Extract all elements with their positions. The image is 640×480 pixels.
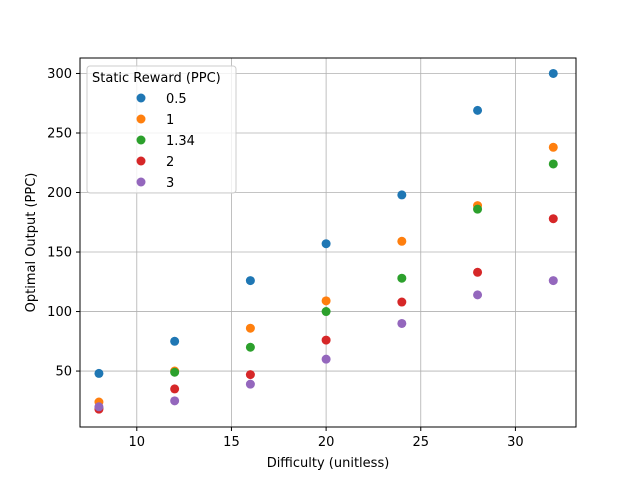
data-point	[548, 68, 558, 78]
data-point	[170, 336, 180, 346]
axis-ticks: 10 15 20 25 30 50 100 150 200 250 300	[47, 67, 524, 450]
data-point	[397, 297, 407, 307]
data-point	[548, 142, 558, 152]
legend: Static Reward (PPC) 0.5 1 1.34 2 3	[86, 65, 237, 194]
data-point	[245, 379, 255, 389]
legend-marker	[136, 156, 146, 166]
data-point	[170, 384, 180, 394]
legend-entry-label: 1.34	[166, 134, 195, 149]
data-point	[548, 159, 558, 169]
y-tick-label: 100	[47, 305, 72, 320]
data-point	[473, 105, 483, 115]
y-tick-label: 150	[47, 246, 72, 261]
data-point	[397, 273, 407, 283]
legend-marker	[136, 135, 146, 145]
data-point	[245, 323, 255, 333]
data-point	[321, 335, 331, 345]
x-axis-label: Difficulty (unitless)	[267, 456, 390, 471]
data-point	[245, 276, 255, 286]
legend-box	[86, 65, 237, 194]
legend-entry-label: 1	[166, 113, 174, 128]
data-point	[245, 342, 255, 352]
legend-entry-label: 3	[166, 176, 174, 191]
y-tick-label: 250	[47, 126, 72, 141]
data-point	[548, 214, 558, 224]
data-point	[397, 236, 407, 246]
y-axis-label: Optimal Output (PPC)	[24, 173, 39, 313]
data-point	[94, 368, 104, 378]
data-point	[397, 190, 407, 200]
data-point	[473, 204, 483, 214]
data-point	[321, 307, 331, 317]
data-point	[170, 367, 180, 377]
y-tick-label: 50	[55, 365, 72, 380]
x-tick-label: 10	[129, 435, 146, 450]
data-points	[94, 68, 558, 414]
data-point	[170, 396, 180, 406]
data-point	[321, 239, 331, 249]
data-point	[473, 290, 483, 300]
legend-entry-label: 2	[166, 155, 174, 170]
legend-entry-label: 0.5	[166, 92, 187, 107]
data-point	[321, 354, 331, 364]
x-tick-label: 30	[507, 435, 524, 450]
y-tick-label: 300	[47, 67, 72, 82]
x-tick-label: 20	[318, 435, 335, 450]
x-tick-label: 25	[412, 435, 429, 450]
data-point	[397, 318, 407, 328]
legend-title: Static Reward (PPC)	[92, 71, 221, 86]
data-point	[94, 402, 104, 412]
data-point	[548, 276, 558, 286]
legend-marker	[136, 177, 146, 187]
plot-area-frame	[79, 57, 577, 428]
data-point	[473, 267, 483, 277]
legend-marker	[136, 93, 146, 103]
data-point	[321, 296, 331, 306]
legend-marker	[136, 114, 146, 124]
data-point	[245, 370, 255, 380]
y-tick-label: 200	[47, 186, 72, 201]
x-tick-label: 15	[223, 435, 240, 450]
